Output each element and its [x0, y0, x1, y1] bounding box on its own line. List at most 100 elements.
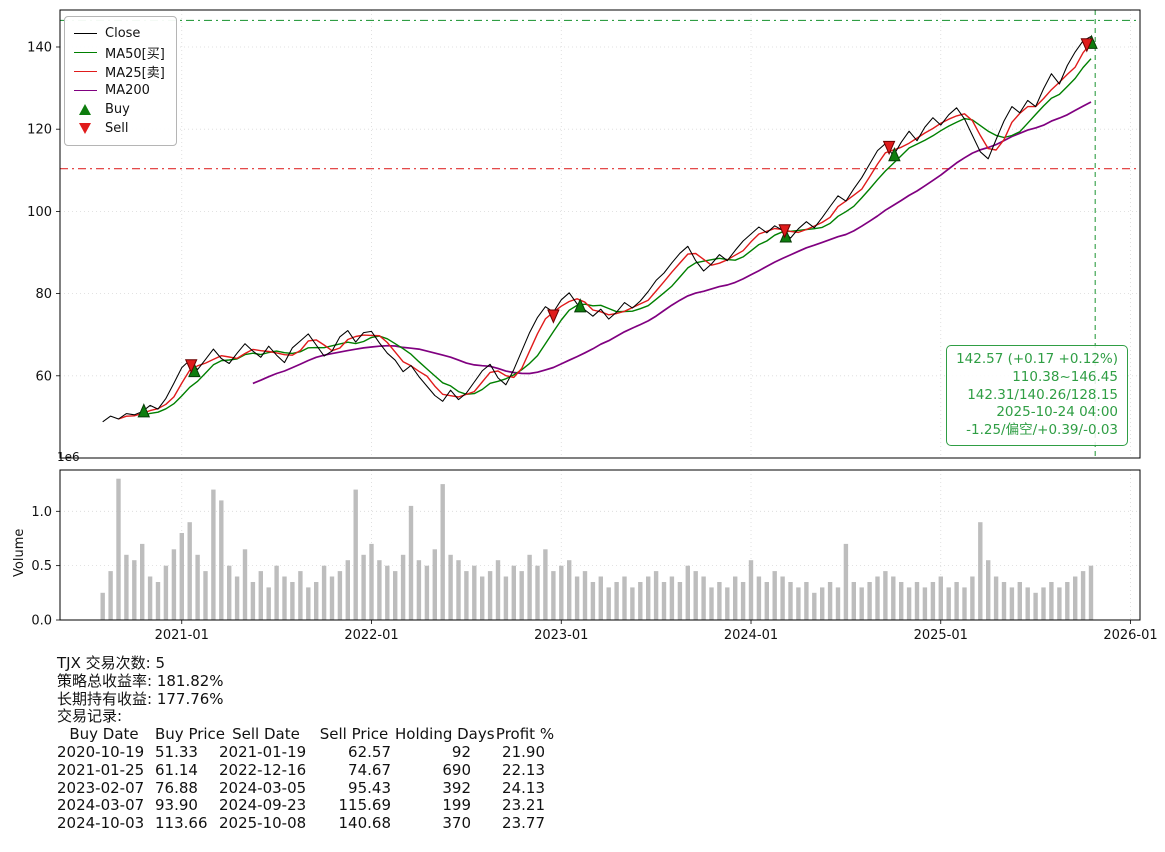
volume-bar: [353, 489, 358, 620]
trade-cell: 2025-10-08: [219, 814, 307, 833]
volume-bar: [195, 554, 200, 620]
volume-bar: [922, 587, 928, 620]
sell-marker: [882, 140, 896, 156]
volume-bar: [464, 571, 469, 620]
volume-bar: [116, 478, 121, 620]
price-tick-label: 60: [35, 369, 52, 384]
ma50-line-swatch: [74, 52, 97, 53]
volume-bar: [472, 565, 477, 620]
buy-marker: [573, 298, 587, 313]
price-tick-label: 100: [27, 205, 52, 220]
volume-bar: [669, 576, 675, 620]
volume-bar: [685, 565, 690, 620]
volume-bar: [1088, 565, 1094, 620]
volume-bar: [1049, 582, 1054, 620]
volume-bar: [298, 571, 303, 620]
price-tick-label: 120: [27, 123, 52, 138]
volume-bar: [1025, 587, 1030, 620]
volume-bar: [796, 587, 801, 620]
volume-bar: [187, 522, 192, 620]
volume-bar: [108, 571, 113, 620]
volume-bar: [875, 576, 880, 620]
volume-bar: [661, 582, 667, 620]
volume-bar: [646, 576, 651, 620]
legend-item-sell: Sell: [74, 119, 165, 138]
strategy-summary: TJX 交易次数: 5 策略总收益率: 181.82% 长期持有收益: 177.…: [57, 654, 555, 833]
trade-cell: 2024-03-07: [57, 796, 145, 815]
volume-bar: [946, 587, 951, 620]
trade-cell: 2021-01-19: [219, 742, 307, 761]
volume-bar: [179, 533, 184, 620]
legend-item-ma50: MA50[买]: [74, 43, 165, 62]
volume-bar: [400, 554, 406, 620]
volume-bar: [606, 587, 611, 620]
volume-bar: [140, 543, 145, 620]
volume-bar: [559, 565, 564, 620]
price-panel-frame: [59, 9, 1141, 459]
close-line-swatch: [74, 33, 97, 34]
trade-cell: 23.21: [502, 796, 545, 815]
volume-axis-offset-text: 1e6: [57, 450, 80, 464]
volume-bar: [638, 582, 643, 620]
trade-cell: 113.66: [155, 814, 208, 833]
annotation-range: 110.38~146.45: [1012, 368, 1118, 385]
volume-bar: [266, 587, 271, 620]
volume-bar: [227, 565, 232, 620]
volume-bar: [480, 576, 485, 620]
x-tick-label: 2023-01: [534, 628, 588, 643]
price-tick-label: 80: [35, 287, 52, 302]
sell-marker: [184, 359, 198, 374]
volume-bar: [155, 582, 161, 620]
price-tick-label: 140: [27, 40, 52, 55]
volume-bar: [1041, 587, 1046, 620]
annotation-price-change: 142.57 (+0.17 +0.12%): [956, 351, 1118, 367]
trade-cell: 2023-02-07: [57, 778, 145, 797]
volume-bar: [835, 587, 841, 620]
trade-cell: 690: [442, 760, 471, 779]
legend-item-close: Close: [74, 24, 165, 43]
sell-marker-icon: [79, 123, 91, 134]
volume-bar: [1017, 582, 1022, 620]
x-tick-label: 2024-01: [724, 628, 778, 643]
trade-cell: 62.57: [348, 742, 391, 761]
volume-bar: [377, 560, 382, 620]
volume-bar: [574, 576, 580, 620]
trade-cell: 24.13: [502, 778, 545, 797]
quote-annotation-box: 142.57 (+0.17 +0.12%) 110.38~146.45 142.…: [946, 345, 1128, 446]
sell-marker: [778, 224, 791, 239]
volume-bar: [954, 582, 959, 620]
volume-bar: [748, 560, 754, 620]
trade-cell: 95.43: [348, 778, 391, 797]
volume-bar: [978, 522, 983, 620]
volume-tick-label: 0.5: [31, 559, 52, 574]
trade-cell: 115.69: [338, 796, 392, 815]
volume-bar: [432, 549, 437, 620]
sell-marker: [547, 309, 560, 324]
volume-bar: [914, 582, 920, 620]
volume-bar: [740, 582, 746, 620]
volume-bar: [717, 582, 722, 620]
volume-bar: [1001, 582, 1007, 620]
trade-cell: 140.68: [338, 814, 392, 833]
volume-bar: [487, 571, 493, 620]
close-line: [102, 35, 1092, 423]
volume-bar: [495, 560, 501, 620]
volume-bar: [258, 571, 263, 620]
volume-bar: [622, 576, 627, 620]
volume-bar: [598, 576, 603, 620]
volume-bar: [163, 565, 169, 620]
legend-label-ma200: MA200: [105, 83, 150, 98]
x-tick-label: 2026-01: [1103, 628, 1157, 643]
volume-bar: [859, 587, 864, 620]
volume-bar: [986, 560, 991, 620]
col-header-buy-price: Buy Price: [155, 725, 226, 744]
volume-bar: [448, 554, 453, 620]
volume-bar: [993, 576, 999, 620]
volume-bar: [250, 582, 256, 620]
volume-bar: [503, 576, 509, 620]
volume-bar: [219, 500, 224, 620]
volume-bar: [424, 565, 430, 620]
x-tick-label: 2022-01: [344, 628, 398, 643]
volume-bar: [329, 576, 335, 620]
volume-bar: [147, 576, 153, 620]
